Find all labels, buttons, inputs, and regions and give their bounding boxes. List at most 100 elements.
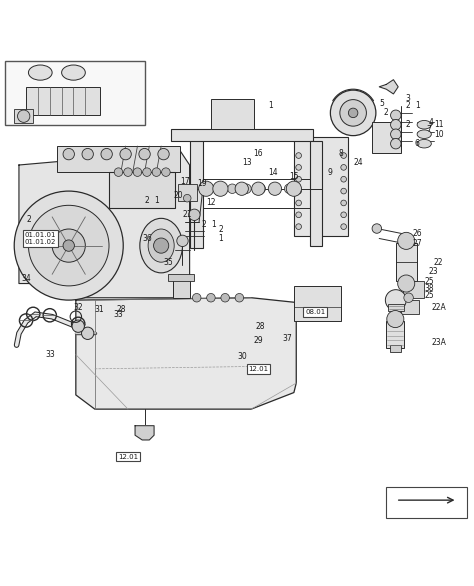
Circle shape: [162, 168, 170, 176]
Text: 14: 14: [268, 168, 277, 176]
Bar: [386, 488, 467, 518]
Text: 1: 1: [268, 101, 273, 110]
Circle shape: [398, 232, 415, 250]
Circle shape: [143, 168, 151, 176]
Circle shape: [152, 168, 161, 176]
Text: 13: 13: [242, 158, 251, 167]
Circle shape: [213, 184, 223, 193]
Circle shape: [14, 191, 123, 300]
Text: 2: 2: [405, 120, 410, 130]
Circle shape: [52, 229, 85, 262]
Text: 20: 20: [173, 192, 182, 200]
Text: 1: 1: [218, 234, 223, 243]
Bar: [396, 243, 417, 281]
Circle shape: [207, 294, 215, 302]
Text: 2: 2: [218, 224, 223, 233]
Ellipse shape: [417, 130, 431, 138]
Circle shape: [398, 275, 415, 292]
Circle shape: [385, 289, 406, 311]
Circle shape: [154, 238, 169, 253]
Text: 12.01: 12.01: [248, 366, 268, 372]
Text: 08.01: 08.01: [305, 309, 325, 315]
Circle shape: [391, 129, 401, 139]
Polygon shape: [76, 298, 296, 409]
Bar: [57, 146, 180, 172]
Text: 15: 15: [289, 172, 299, 182]
Bar: [14, 109, 33, 123]
Bar: [390, 345, 401, 352]
Circle shape: [296, 165, 301, 171]
Circle shape: [221, 294, 229, 302]
Text: 22: 22: [434, 258, 443, 267]
Text: 01.01.01
01.01.02: 01.01.01 01.01.02: [25, 232, 56, 245]
Circle shape: [348, 108, 358, 118]
Bar: [310, 141, 322, 246]
Bar: [168, 274, 194, 281]
Circle shape: [177, 235, 188, 247]
Text: 21: 21: [182, 210, 192, 219]
Text: 10: 10: [434, 130, 443, 139]
Circle shape: [199, 181, 214, 196]
Ellipse shape: [417, 121, 431, 129]
Text: 5: 5: [379, 99, 384, 108]
Text: 2: 2: [145, 196, 149, 205]
Text: 23: 23: [429, 267, 438, 276]
Circle shape: [391, 138, 401, 149]
Circle shape: [101, 148, 112, 160]
Text: 17: 17: [180, 177, 190, 186]
Circle shape: [330, 90, 376, 135]
Text: 28: 28: [116, 305, 126, 314]
Circle shape: [213, 181, 228, 196]
Circle shape: [252, 182, 265, 195]
Text: 7: 7: [427, 125, 431, 134]
Circle shape: [189, 209, 200, 220]
Text: 2: 2: [384, 108, 389, 117]
Circle shape: [391, 110, 401, 121]
Text: 6: 6: [415, 139, 419, 148]
Bar: [26, 87, 100, 115]
Circle shape: [133, 168, 142, 176]
Text: 1: 1: [211, 220, 216, 229]
Circle shape: [124, 168, 132, 176]
Circle shape: [284, 184, 294, 193]
Circle shape: [63, 148, 74, 160]
Bar: [386, 322, 404, 347]
Text: 28: 28: [256, 322, 265, 331]
Bar: [388, 304, 404, 311]
Circle shape: [242, 184, 251, 193]
Bar: [190, 134, 203, 248]
Circle shape: [341, 200, 346, 206]
Text: 30: 30: [237, 353, 247, 362]
Circle shape: [183, 195, 191, 202]
Circle shape: [199, 184, 209, 193]
Text: 3: 3: [405, 94, 410, 103]
Ellipse shape: [62, 65, 85, 80]
Polygon shape: [135, 425, 154, 440]
Circle shape: [114, 168, 123, 176]
Circle shape: [341, 176, 346, 182]
Ellipse shape: [28, 65, 52, 80]
Text: 27: 27: [412, 239, 422, 248]
Text: 1: 1: [154, 196, 159, 205]
Text: 29: 29: [254, 336, 263, 345]
Circle shape: [296, 200, 301, 206]
Circle shape: [372, 224, 382, 233]
Text: 2: 2: [405, 101, 410, 110]
Bar: [401, 300, 419, 314]
Text: 34: 34: [21, 274, 31, 283]
Bar: [171, 130, 313, 141]
Circle shape: [341, 212, 346, 217]
Ellipse shape: [140, 219, 182, 273]
Circle shape: [391, 120, 401, 130]
Circle shape: [192, 294, 201, 302]
Bar: [294, 286, 341, 322]
Text: 33: 33: [45, 350, 55, 359]
Text: 9: 9: [327, 168, 332, 176]
Ellipse shape: [417, 139, 431, 148]
Circle shape: [286, 181, 301, 196]
Circle shape: [139, 148, 150, 160]
Circle shape: [341, 188, 346, 194]
Circle shape: [235, 182, 248, 195]
Circle shape: [341, 165, 346, 171]
Text: 19: 19: [197, 179, 206, 189]
